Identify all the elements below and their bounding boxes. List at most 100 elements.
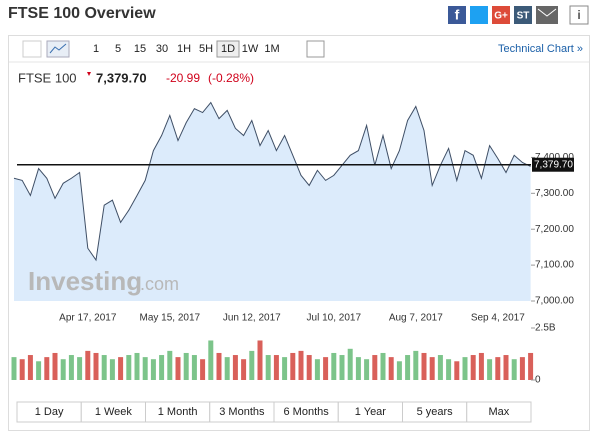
volume-bar	[429, 357, 435, 380]
google-label: G+	[494, 11, 508, 22]
volume-bar	[183, 352, 189, 380]
volume-bar	[282, 357, 288, 380]
technical-chart-link[interactable]: Technical Chart »	[498, 43, 583, 55]
line-glyph	[49, 43, 67, 54]
volume-bar	[314, 359, 320, 380]
facebook-icon[interactable]	[448, 6, 466, 24]
interval-button[interactable]: 30	[156, 43, 168, 55]
range-cell[interactable]	[466, 401, 532, 423]
x-tick-label: Aug 7, 2017	[389, 313, 443, 324]
price-line	[13, 101, 531, 262]
info-icon[interactable]	[569, 5, 589, 25]
volume-tick-label: 2.5B	[535, 323, 556, 334]
volume-bar	[487, 359, 493, 380]
x-tick-label: Jul 10, 2017	[307, 313, 362, 324]
y-tick-label: 7,300.00	[535, 188, 574, 199]
interval-button[interactable]: 1H	[177, 43, 191, 55]
x-tick-label: Apr 17, 2017	[59, 313, 117, 324]
volume-bar	[331, 352, 337, 380]
range-button[interactable]: 5 years	[417, 406, 454, 418]
interval-button[interactable]: 1W	[242, 43, 259, 55]
volume-bar	[306, 355, 312, 380]
range-button[interactable]: 1 Month	[158, 406, 198, 418]
google-icon[interactable]	[492, 6, 510, 24]
settings-icon[interactable]	[306, 40, 325, 58]
twitter-icon[interactable]	[470, 6, 488, 24]
volume-bar	[339, 355, 345, 380]
volume-bar	[52, 352, 58, 380]
mail-glyph	[537, 8, 557, 17]
volume-bar	[208, 340, 214, 380]
volume-bar	[142, 357, 148, 380]
y-tick-label: 7,000.00	[535, 296, 574, 307]
volume-bar	[503, 355, 509, 380]
volume-bar	[60, 359, 66, 380]
volume-bar	[27, 355, 33, 380]
quote-name: FTSE 100	[18, 70, 77, 85]
interval-button[interactable]: 5	[115, 43, 121, 55]
facebook-letter: f	[455, 7, 460, 23]
volume-bar	[93, 352, 99, 380]
volume-bar	[511, 359, 517, 380]
volume-bar	[298, 350, 304, 380]
price-tag-label: 7,379.70	[534, 159, 573, 170]
volume-bar	[159, 355, 165, 380]
volume-bar	[85, 350, 91, 380]
mail-icon[interactable]	[536, 6, 558, 24]
volume-bar	[405, 355, 411, 380]
volume-bar	[191, 355, 197, 380]
volume-bar	[388, 357, 394, 380]
x-tick-label: Jun 12, 2017	[223, 313, 281, 324]
volume-bar	[495, 357, 501, 380]
interval-button[interactable]: 1	[93, 43, 99, 55]
volume-bar	[241, 359, 247, 380]
range-buttons: 1 Day 1 Week 1 Month 3 Months 6 Months 1 Year…	[16, 401, 532, 423]
range-button[interactable]: 1 Week	[95, 406, 133, 418]
volume-bar	[77, 357, 83, 380]
widget-title: FTSE 100 Overview	[8, 5, 156, 22]
volume-bar	[216, 352, 222, 380]
volume-bar	[150, 359, 156, 380]
volume-bar	[347, 348, 353, 380]
volume-tick-label: 0	[535, 375, 541, 386]
volume-bar	[528, 352, 534, 380]
interval-button[interactable]: 1D	[221, 43, 235, 55]
stocktwits-label: ST	[517, 11, 530, 22]
volume-bar	[437, 355, 443, 380]
volume-bar	[19, 359, 25, 380]
active-interval	[216, 40, 240, 58]
volume-bar	[109, 359, 115, 380]
interval-buttons: 1 5 15 30 1H 5H 1D 1W 1M	[93, 40, 280, 58]
volume-bar	[372, 355, 378, 380]
interval-button[interactable]: 15	[134, 43, 146, 55]
volume-bar	[446, 359, 452, 380]
down-arrow	[87, 72, 91, 76]
quote-change-percent: (-0.28%)	[208, 71, 254, 85]
volume-bar	[462, 357, 468, 380]
volume-bar	[126, 355, 132, 380]
info-letter: i	[577, 8, 580, 22]
candle-icon[interactable]	[22, 40, 42, 58]
volume-bar	[200, 359, 206, 380]
range-button[interactable]: 1 Year	[355, 406, 387, 418]
volume-bar	[421, 352, 427, 380]
interval-button[interactable]: 5H	[199, 43, 213, 55]
range-button[interactable]: 3 Months	[219, 406, 265, 418]
volume-bar	[380, 352, 386, 380]
quote-price: 7,379.70	[96, 70, 147, 85]
y-tick-label: 7,200.00	[535, 224, 574, 235]
range-button[interactable]: 6 Months	[284, 406, 330, 418]
volume-bar	[44, 357, 50, 380]
volume-bar	[323, 357, 329, 380]
y-tick-label: 7,400.00	[535, 152, 574, 163]
range-button[interactable]: 1 Day	[35, 406, 64, 418]
x-tick-label: Sep 4, 2017	[471, 313, 525, 324]
stocktwits-icon[interactable]	[514, 6, 532, 24]
interval-button[interactable]: 1M	[264, 43, 279, 55]
quote-change: -20.99	[166, 71, 200, 85]
volume-bar	[454, 361, 460, 380]
range-button[interactable]: Max	[488, 406, 509, 418]
volume-bar	[290, 352, 296, 380]
watermark-domain: .com	[140, 274, 179, 294]
volume-bar	[265, 355, 271, 380]
